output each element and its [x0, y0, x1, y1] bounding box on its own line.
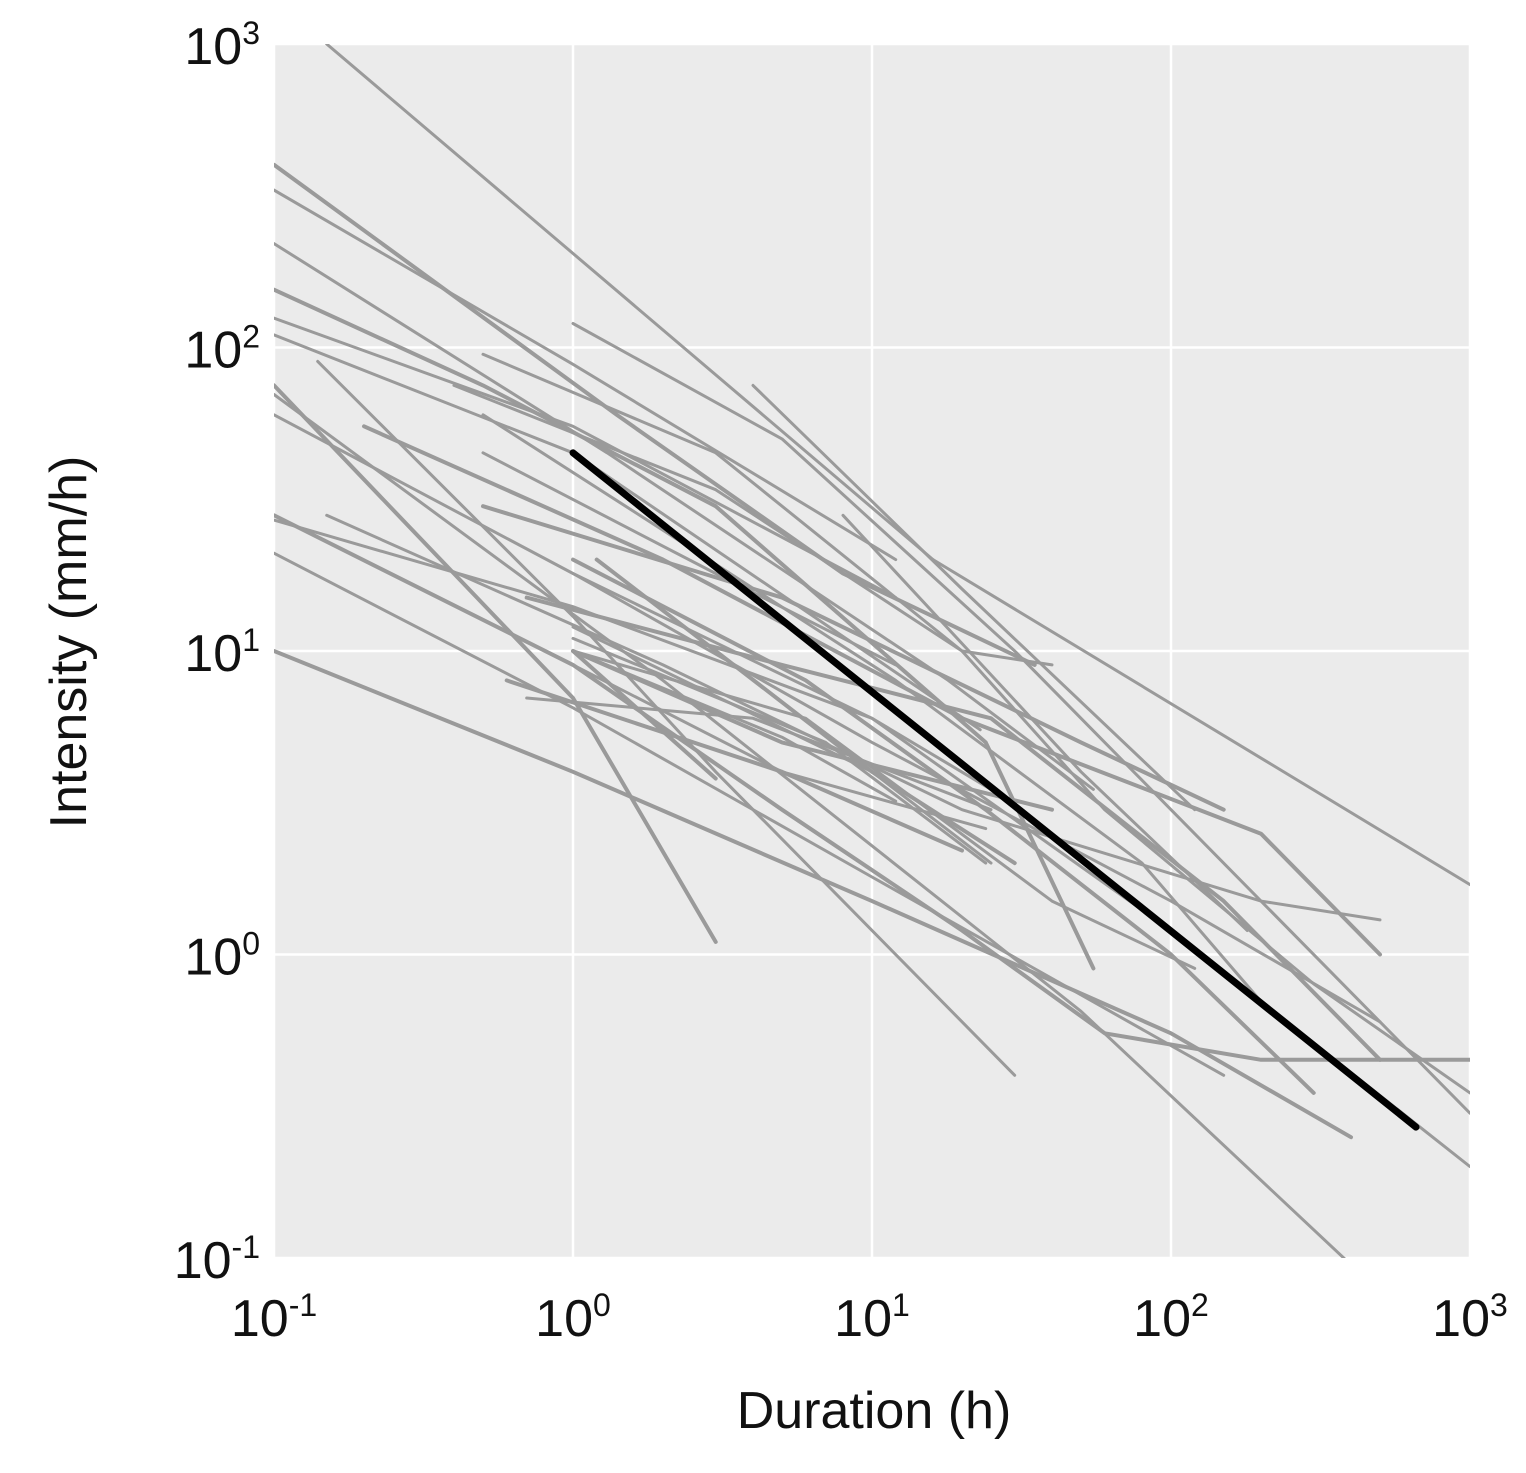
threshold-lines — [274, 44, 1470, 1258]
y-tick-label: 10-1 — [174, 1229, 260, 1290]
x-tick-label: 100 — [535, 1287, 611, 1348]
threshold-line — [274, 287, 1096, 971]
threshold-line — [571, 557, 1316, 1095]
x-axis-title: Duration (h) — [737, 1382, 1012, 1440]
threshold-line — [481, 413, 1263, 1003]
highlight-line-group — [569, 449, 1420, 1131]
threshold-line — [325, 513, 1382, 922]
threshold-line — [571, 649, 1054, 812]
y-tick-label: 103 — [184, 15, 260, 76]
threshold-line — [571, 649, 718, 781]
y-tick-label: 101 — [184, 622, 260, 683]
threshold-line — [571, 572, 993, 791]
threshold-line — [841, 513, 1249, 932]
threshold-line — [571, 322, 1470, 1115]
highlighted-threshold-line — [569, 449, 1420, 1131]
threshold-line — [452, 383, 1470, 1095]
threshold-line — [274, 188, 898, 562]
threshold-line — [481, 504, 1226, 812]
threshold-line — [525, 696, 993, 812]
threshold-line — [571, 636, 988, 865]
threshold-line — [571, 649, 898, 803]
threshold-line — [931, 558, 1470, 887]
threshold-line — [504, 678, 964, 853]
threshold-line — [274, 383, 718, 944]
threshold-line — [274, 413, 1382, 1024]
x-tick-label: 101 — [834, 1287, 910, 1348]
threshold-line — [481, 451, 898, 667]
threshold-line — [325, 44, 935, 562]
y-axis-title: Intensity (mm/h) — [40, 456, 98, 829]
threshold-line — [524, 595, 1382, 1062]
x-tick-label: 10-1 — [231, 1287, 317, 1348]
y-axis-ticks: 10-1 100 101 102 103 — [174, 15, 260, 1290]
y-tick-label: 102 — [184, 319, 260, 380]
threshold-line — [316, 359, 1017, 1077]
threshold-line — [274, 316, 898, 600]
x-tick-label: 103 — [1432, 1287, 1508, 1348]
threshold-line — [274, 393, 1346, 1258]
y-tick-label: 100 — [184, 926, 260, 987]
threshold-line — [594, 557, 1017, 866]
threshold-line — [751, 383, 1197, 812]
threshold-line — [274, 551, 1226, 1077]
x-axis-ticks: 10-1 100 101 102 103 — [231, 1287, 1508, 1348]
threshold-line — [481, 352, 1054, 667]
threshold-line — [274, 649, 1353, 1140]
threshold-line — [274, 242, 1095, 791]
x-tick-label: 102 — [1133, 1287, 1209, 1348]
threshold-line — [362, 424, 1382, 957]
